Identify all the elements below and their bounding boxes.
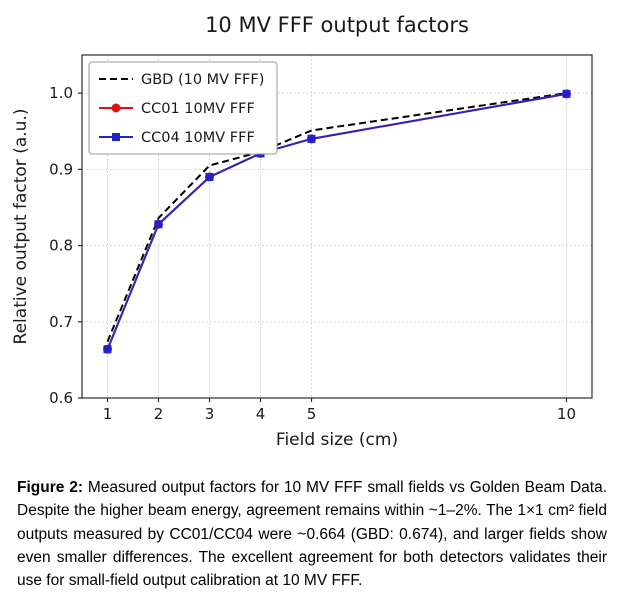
figure-caption: Figure 2: Measured output factors for 10…: [17, 476, 607, 592]
y-axis-label: Relative output factor (a.u.): [11, 109, 31, 345]
legend-label: CC01 10MV FFF: [141, 101, 255, 117]
plot-border: [81, 54, 593, 399]
x-tick-label: 10: [557, 405, 576, 423]
series-marker-2: [154, 220, 163, 229]
x-axis-label: Field size (cm): [276, 430, 398, 450]
x-tick-label: 3: [205, 405, 215, 423]
series-line-2: [106, 92, 567, 350]
x-tick-label: 4: [256, 405, 266, 423]
chart-svg: 1 2 3 4 5 10 0.6 0.7 0.8 0.9 1.0 10 MV FFF output f…: [11, 13, 593, 450]
y-tick-label: 1.0: [49, 84, 73, 102]
series-marker-2: [103, 345, 112, 354]
figure-caption-text: Measured output factors for 10 MV FFF sm…: [17, 479, 607, 589]
x-tick-label: 2: [154, 405, 164, 423]
y-tick-label: 0.8: [49, 237, 73, 255]
legend-box: [88, 61, 278, 155]
x-tick-label: 1: [103, 405, 113, 423]
y-tick-label: 0.9: [49, 160, 73, 178]
chart: 1 2 3 4 5 10 0.6 0.7 0.8 0.9 1.0 10 MV FFF output f…: [11, 13, 593, 450]
series-marker-2: [562, 89, 571, 98]
legend-label: CC04 10MV FFF: [141, 130, 255, 146]
x-tick-label: 5: [307, 405, 317, 423]
series-marker-2: [205, 172, 214, 181]
legend-marker-sample: [111, 103, 121, 113]
chart-title: 10 MV FFF output factors: [205, 13, 469, 37]
legend-marker-sample: [112, 133, 120, 141]
y-tick-label: 0.6: [49, 389, 73, 407]
legend-label: GBD (10 MV FFF): [141, 72, 264, 88]
figure-caption-label: Figure 2:: [17, 479, 83, 496]
series-line-0: [106, 92, 567, 342]
series-marker-2: [307, 134, 316, 143]
y-tick-label: 0.7: [49, 313, 73, 331]
